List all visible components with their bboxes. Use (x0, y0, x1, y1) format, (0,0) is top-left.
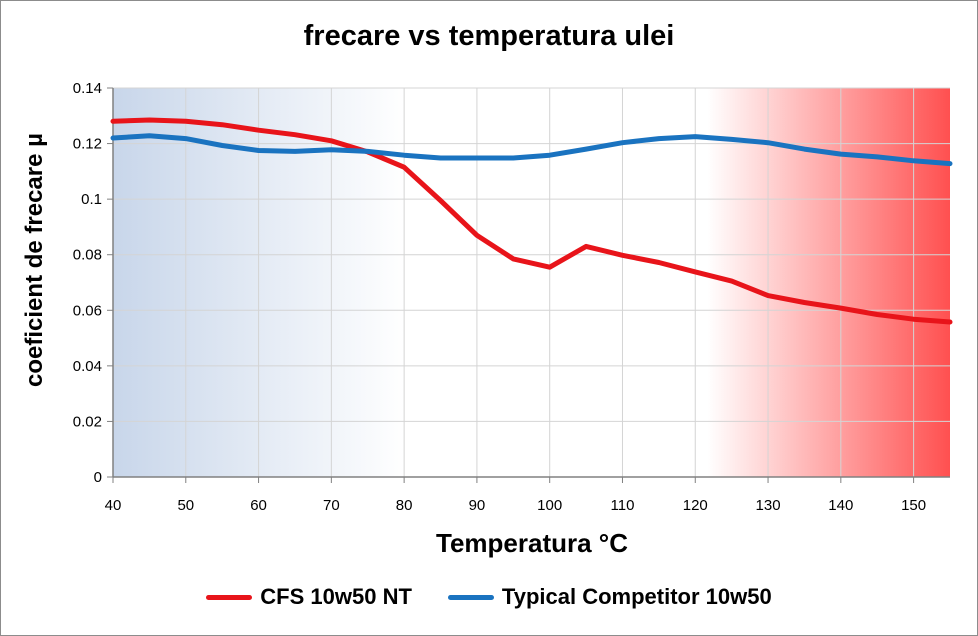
x-tick-label: 100 (537, 497, 562, 514)
x-tick-label: 140 (828, 497, 853, 514)
y-tick-label: 0.06 (73, 302, 102, 319)
x-tick-label: 60 (250, 497, 267, 514)
x-tick-label: 110 (611, 497, 635, 514)
y-tick-label: 0.1 (81, 191, 102, 208)
y-tick-label: 0.02 (73, 413, 102, 430)
legend-item-competitor: Typical Competitor 10w50 (447, 584, 772, 610)
x-tick-label: 150 (901, 497, 926, 514)
x-axis-label: Temperatura °C (436, 528, 628, 558)
x-tick-label: 90 (469, 497, 486, 514)
y-tick-label: 0.12 (73, 136, 102, 153)
x-tick-label: 120 (683, 497, 708, 514)
plot-background (113, 88, 950, 477)
legend-swatch-cfs (206, 594, 253, 600)
x-tick-label: 70 (323, 497, 340, 514)
legend-item-cfs: CFS 10w50 NT (206, 584, 412, 610)
y-tick-label: 0.14 (73, 80, 102, 97)
legend-swatch-competitor (447, 594, 494, 600)
y-tick-label: 0 (94, 469, 102, 486)
x-tick-labels: 40 50 60 70 80 90 100 110 120 130 140 150 (105, 497, 926, 514)
y-tick-label: 0.04 (73, 358, 102, 375)
y-tick-labels: 0 0.02 0.04 0.06 0.08 0.1 0.12 0.14 (73, 80, 102, 486)
chart-title: frecare vs temperatura ulei (303, 20, 675, 52)
x-tick-label: 80 (396, 497, 413, 514)
legend-label-cfs: CFS 10w50 NT (260, 584, 412, 609)
series-lines (110, 117, 953, 325)
legend-label-competitor: Typical Competitor 10w50 (501, 584, 772, 609)
y-axis-label: coeficient de frecare µ (21, 133, 48, 387)
series-line-cfs (110, 117, 953, 325)
axes (107, 87, 950, 483)
legend: CFS 10w50 NT Typical Competitor 10w50 (0, 584, 978, 610)
series-line-competitor (110, 133, 953, 167)
x-tick-label: 130 (756, 497, 781, 514)
x-tick-label: 40 (105, 497, 122, 514)
y-tick-label: 0.08 (73, 247, 102, 264)
gridlines (113, 87, 950, 477)
x-tick-label: 50 (177, 497, 194, 514)
